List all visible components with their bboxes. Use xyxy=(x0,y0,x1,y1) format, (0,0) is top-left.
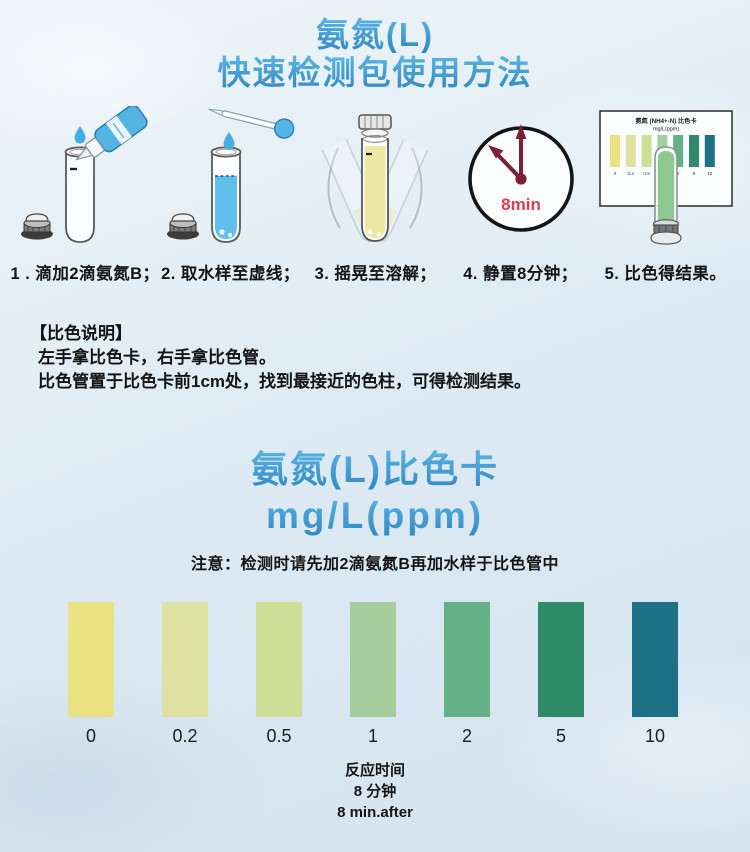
swatch-3-label: 1 xyxy=(367,726,378,746)
swatch-4: 2 xyxy=(444,602,490,747)
steps-row: 1 . 滴加2滴氨氮B； xyxy=(10,106,738,284)
swatch-2: 0.5 xyxy=(256,602,302,747)
clock-icon: 8min xyxy=(467,124,574,232)
water-drop-icon xyxy=(223,132,234,150)
swatch-5-bar xyxy=(538,602,584,717)
drop-reagent-icon xyxy=(21,106,148,243)
swatch-0: 0 xyxy=(68,602,114,747)
reaction-time-line3: 8 min.after xyxy=(337,804,413,821)
color-card-title-line2: mg/L(ppm) xyxy=(0,493,750,539)
reagent-bottle-icon xyxy=(75,106,148,161)
step-1: 1 . 滴加2滴氨氮B； xyxy=(10,106,160,284)
test-tube-icon xyxy=(210,146,241,243)
swatch-0-label: 0 xyxy=(85,726,96,746)
swatch-5-label: 5 xyxy=(555,726,566,746)
add-sample-icon xyxy=(166,108,294,243)
swatch-2-label: 0.5 xyxy=(266,726,292,746)
water-drop-icon xyxy=(74,126,86,144)
swatch-3-bar xyxy=(350,602,396,717)
swatch-0-bar xyxy=(68,602,114,717)
comparison-heading: 【比色说明】 xyxy=(30,324,132,343)
usage-notice: 注意：检测时请先加2滴氨氮B再加水样于比色管中 xyxy=(191,556,559,573)
comparison-line2: 比色管置于比色卡前1cm处，找到最接近的色柱，可得检测结果。 xyxy=(38,372,532,391)
svg-text:2: 2 xyxy=(676,171,679,176)
swatch-1-bar xyxy=(162,602,208,717)
comparison-instructions: 【比色说明】 左手拿比色卡，右手拿比色管。 比色管置于比色卡前1cm处，找到最接… xyxy=(30,322,531,394)
swatch-6-bar xyxy=(632,602,678,717)
reaction-time-line1: 反应时间 xyxy=(344,762,405,779)
capped-tube-icon xyxy=(357,114,392,242)
motion-arc-icon xyxy=(408,147,422,229)
swatch-1-label: 0.2 xyxy=(172,726,198,746)
step-4: 8min 4. 静置8分钟； xyxy=(448,106,593,284)
mini-card-subtitle: mg/L(ppm) xyxy=(652,127,678,133)
result-tube-icon xyxy=(649,146,682,245)
swatch-3: 1 xyxy=(350,602,396,747)
swatch-4-bar xyxy=(444,602,490,717)
color-swatch-row: 0 0.2 0.5 1 2 5 10 xyxy=(68,602,678,747)
swatch-6-label: 10 xyxy=(644,726,666,746)
tube-cap-icon xyxy=(166,213,199,240)
tube-cap-icon xyxy=(21,213,53,240)
swatch-1: 0.2 xyxy=(162,602,208,747)
step-1-caption: 1 . 滴加2滴氨氮B； xyxy=(10,265,160,283)
step-2-caption: 2. 取水样至虚线； xyxy=(161,265,300,283)
test-tube-icon xyxy=(64,146,96,243)
reaction-time-line2: 8 分钟 xyxy=(353,783,397,800)
svg-text:5: 5 xyxy=(692,171,695,176)
step-4-caption: 4. 静置8分钟； xyxy=(463,265,578,283)
mini-card-title: 氨氮 (NH4+-N) 比色卡 xyxy=(635,117,697,125)
step-5: 氨氮 (NH4+-N) 比色卡 mg/L(ppm) 0 0.2 0.5 1 2 … xyxy=(593,106,738,284)
motion-arc-icon xyxy=(327,147,341,229)
color-card-title: 氨氮(L)比色卡 mg/L(ppm) xyxy=(0,447,750,539)
comparison-line1: 左手拿比色卡，右手拿比色管。 xyxy=(38,348,276,367)
swatch-6: 10 xyxy=(632,602,678,747)
page-title-line2: 快速检测包使用方法 xyxy=(0,54,750,92)
reaction-time-note: 反应时间 8 分钟 8 min.after xyxy=(0,760,750,823)
compare-color-icon: 氨氮 (NH4+-N) 比色卡 mg/L(ppm) 0 0.2 0.5 1 2 … xyxy=(598,110,733,245)
color-card-title-line1: 氨氮(L)比色卡 xyxy=(0,447,750,493)
svg-text:0.5: 0.5 xyxy=(643,171,650,176)
step-5-caption: 5. 比色得结果。 xyxy=(604,265,727,283)
pipette-icon xyxy=(207,108,294,139)
page-title: 氨氮(L) 快速检测包使用方法 xyxy=(0,16,750,92)
swatch-2-bar xyxy=(256,602,302,717)
svg-text:10: 10 xyxy=(707,171,713,176)
step-2: 2. 取水样至虚线； xyxy=(158,106,303,284)
swatch-4-label: 2 xyxy=(461,726,472,746)
svg-text:0.2: 0.2 xyxy=(627,171,634,176)
step-3-caption: 3. 摇晃至溶解； xyxy=(314,265,437,283)
shake-tube-icon xyxy=(321,114,428,242)
swatch-5: 5 xyxy=(538,602,584,747)
step-3: 3. 摇晃至溶解； xyxy=(303,106,448,284)
clock-minutes-label: 8min xyxy=(501,195,541,214)
page-title-line1: 氨氮(L) xyxy=(0,16,750,54)
svg-text:0: 0 xyxy=(613,171,616,176)
